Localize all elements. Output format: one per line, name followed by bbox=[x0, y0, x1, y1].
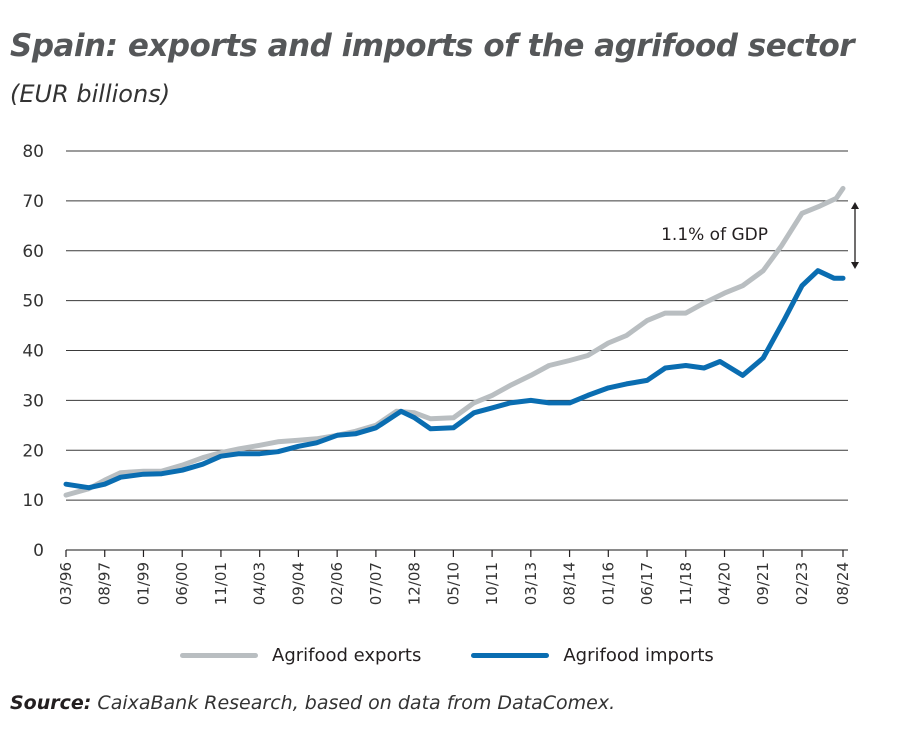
source-label: Source: bbox=[10, 692, 92, 714]
x-tick-label: 06/17 bbox=[638, 562, 656, 605]
legend: Agrifood exports Agrifood imports bbox=[180, 645, 714, 666]
y-tick-label: 50 bbox=[22, 292, 44, 312]
x-tick-label: 08/24 bbox=[834, 562, 852, 605]
gdp-gap-annotation: 1.1% of GDP bbox=[661, 202, 859, 269]
x-tick-label: 03/96 bbox=[57, 562, 75, 605]
x-tick-label: 05/10 bbox=[444, 562, 462, 605]
arrow-down-icon bbox=[851, 262, 859, 269]
y-tick-label: 10 bbox=[22, 491, 44, 511]
series-line-imports bbox=[63, 268, 846, 491]
chart-subtitle: (EUR billions) bbox=[10, 80, 171, 108]
y-tick-label: 30 bbox=[22, 391, 44, 411]
y-tick-label: 60 bbox=[22, 242, 44, 262]
x-tick-label: 09/21 bbox=[754, 562, 772, 605]
x-tick-label: 11/01 bbox=[212, 562, 230, 605]
source-note: Source: CaixaBank Research, based on dat… bbox=[10, 692, 615, 714]
series-line-exports bbox=[63, 185, 846, 498]
x-tick-label: 03/13 bbox=[522, 562, 540, 605]
legend-label-imports: Agrifood imports bbox=[563, 645, 714, 666]
x-tick-label: 04/03 bbox=[251, 562, 269, 605]
chart-title: Spain: exports and imports of the agrifo… bbox=[10, 28, 855, 64]
x-tick-label: 01/16 bbox=[599, 562, 617, 605]
legend-label-exports: Agrifood exports bbox=[272, 645, 422, 666]
x-tick-label: 11/18 bbox=[677, 562, 695, 605]
x-tick-label: 04/20 bbox=[716, 562, 734, 605]
source-text: CaixaBank Research, based on data from D… bbox=[91, 692, 616, 714]
legend-item-imports: Agrifood imports bbox=[471, 645, 714, 666]
y-tick-label: 70 bbox=[22, 192, 44, 212]
x-tick-label: 08/97 bbox=[96, 562, 114, 605]
y-tick-label: 0 bbox=[33, 541, 44, 561]
x-tick-label: 01/99 bbox=[134, 562, 152, 605]
y-tick-label: 80 bbox=[22, 142, 44, 162]
x-tick-label: 06/00 bbox=[173, 562, 191, 605]
x-tick-label: 09/04 bbox=[289, 562, 307, 605]
arrow-up-icon bbox=[851, 202, 859, 209]
legend-item-exports: Agrifood exports bbox=[180, 645, 421, 666]
x-tick-label: 10/11 bbox=[483, 562, 501, 605]
legend-swatch-exports bbox=[180, 653, 258, 658]
x-tick-label: 07/07 bbox=[367, 562, 385, 605]
y-tick-label: 20 bbox=[22, 441, 44, 461]
x-tick-label: 02/23 bbox=[793, 562, 811, 605]
legend-swatch-imports bbox=[471, 653, 550, 658]
annotation-label: 1.1% of GDP bbox=[661, 225, 768, 245]
x-tick-label: 12/08 bbox=[406, 562, 424, 605]
x-tick-label: 08/14 bbox=[561, 562, 579, 605]
y-tick-label: 40 bbox=[22, 342, 44, 362]
x-tick-label: 02/06 bbox=[328, 562, 346, 605]
line-chart: 0 10 20 30 40 50 60 70 80 03/96 08/97 01/99 06/00 11… bbox=[22, 142, 859, 605]
